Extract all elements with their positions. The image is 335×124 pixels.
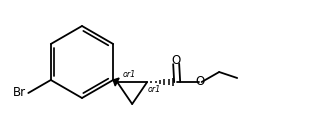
Text: O: O — [172, 54, 181, 67]
Polygon shape — [113, 78, 119, 86]
Text: Br: Br — [13, 87, 26, 99]
Text: O: O — [196, 76, 205, 89]
Text: or1: or1 — [148, 86, 161, 94]
Text: or1: or1 — [123, 71, 136, 79]
